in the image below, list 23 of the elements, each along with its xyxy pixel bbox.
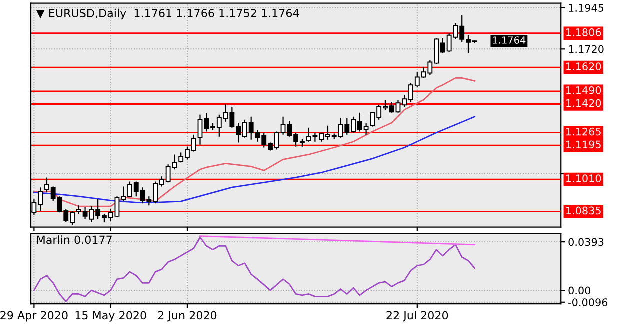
x-tick-label: 22 Jul 2020 xyxy=(386,311,448,322)
ref-line-label: 1.1490 xyxy=(566,86,602,94)
ref-line-label: 1.1806 xyxy=(566,28,602,36)
annotation: 1.1764 xyxy=(493,36,526,44)
x-tick-label: 29 Apr 2020 xyxy=(0,311,68,322)
x-tick-label: 2 Jun 2020 xyxy=(158,311,217,322)
x-tick-label: 15 May 2020 xyxy=(76,311,146,322)
y-tick-label: -0.0096 xyxy=(568,298,608,306)
y-tick-label: 0.0393 xyxy=(568,238,604,246)
chart-title: ▼ EURUSD,Daily 1.1761 1.1766 1.1752 1.1764 xyxy=(36,8,300,20)
ref-line-label: 1.1265 xyxy=(566,128,601,136)
ref-line-label: 1.0835 xyxy=(566,206,601,215)
y-tick-label: 1.1945 xyxy=(569,4,604,12)
ref-line-label: 1.1195 xyxy=(566,140,601,149)
ref-line-label: 1.1620 xyxy=(566,62,602,71)
y-tick-label: 0.00 xyxy=(568,286,591,295)
line-series xyxy=(34,77,476,208)
line-series xyxy=(34,236,476,302)
y-tick-label: 1.1720 xyxy=(569,45,604,54)
line-series xyxy=(34,116,476,204)
chart-title: Marlin 0.0177 xyxy=(37,236,112,244)
ref-line-label: 1.1010 xyxy=(566,174,602,183)
ref-line-label: 1.1420 xyxy=(566,99,602,108)
